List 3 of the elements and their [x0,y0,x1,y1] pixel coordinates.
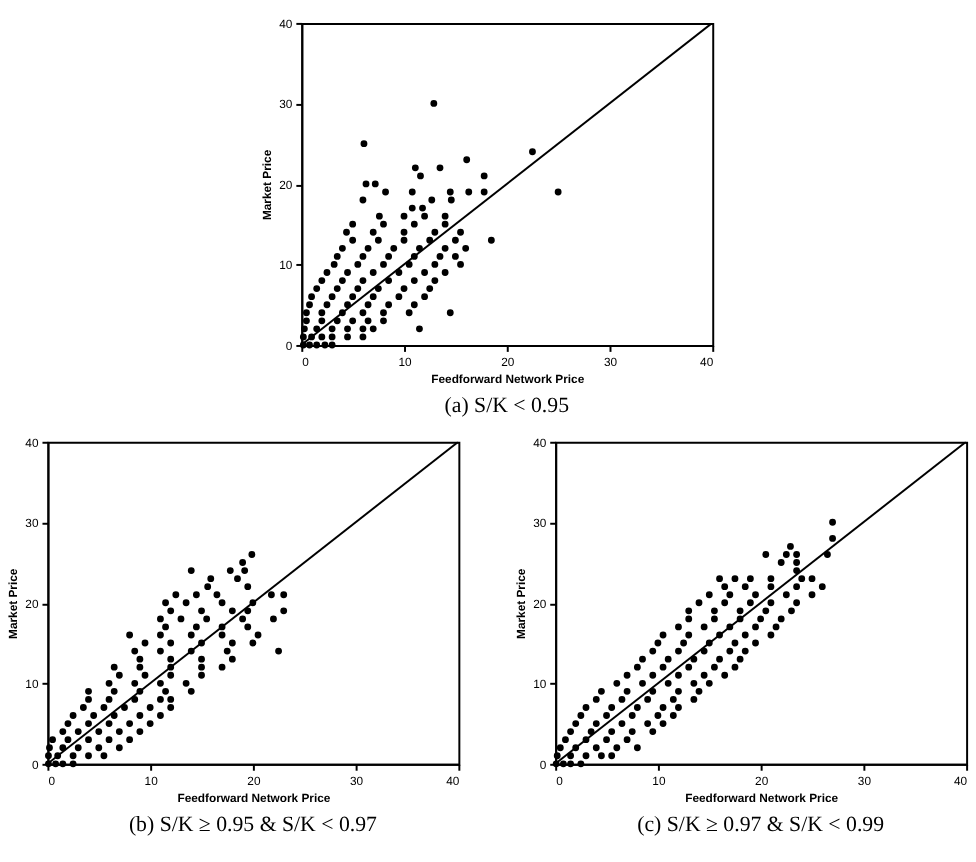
text: (c) S/K ≥ 0.97 & S/K < 0.99 [637,812,885,837]
text: (a) S/K < 0.95 [444,394,569,419]
text: (b) S/K ≥ 0.95 & S/K < 0.97 [128,812,379,837]
